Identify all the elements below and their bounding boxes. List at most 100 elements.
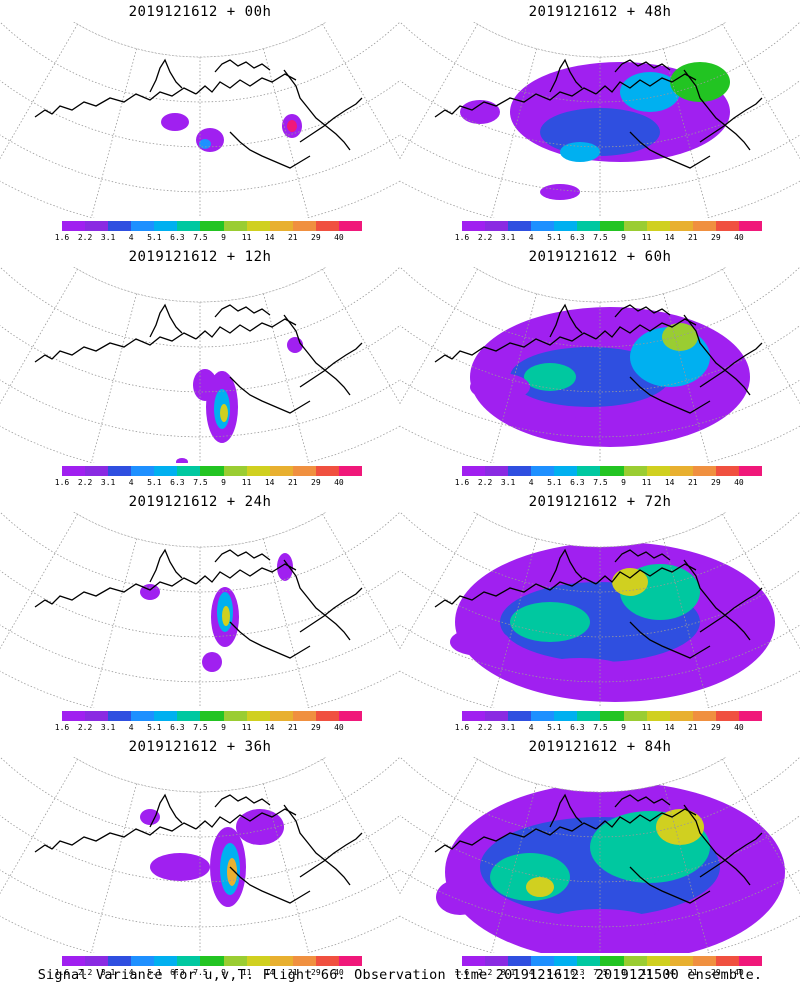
colorbar-swatch: [692, 956, 716, 966]
colorbar-tick-label: 9: [221, 723, 226, 732]
colorbar-tick-label: 2.2: [477, 478, 493, 487]
coastline: [595, 318, 697, 340]
colorbar-swatch: [200, 711, 224, 721]
coastline: [614, 304, 671, 318]
colorbar-swatch: [554, 956, 578, 966]
colorbar-tick-label: 9: [221, 968, 226, 977]
colorbar-tick-label: 29: [311, 723, 321, 732]
colorbar-tick-label: 3.1: [100, 233, 116, 242]
variance-region: [470, 373, 530, 401]
colorbar-tick-label: 11: [641, 478, 652, 487]
panel-title: 2019121612 + 00h: [128, 4, 272, 20]
colorbar-tick-label: 14: [664, 478, 675, 487]
colorbar-tick-label: 14: [264, 723, 275, 732]
variance-region: [524, 363, 576, 391]
colorbar-tick-label: 40: [334, 233, 344, 242]
coastline: [549, 58, 583, 93]
coastline: [595, 563, 697, 585]
colorbar-tick-label: 14: [264, 233, 275, 242]
colorbar-swatch: [508, 466, 532, 476]
colorbar-tick-label: 21: [287, 968, 298, 977]
variance-region: [656, 809, 704, 845]
colorbar: 1.6 2.2 3.1 4 5.1 6.3 7.5 9 11 14 21 29 40: [55, 711, 363, 735]
colorbar-swatch: [85, 956, 109, 966]
variance-region: [220, 404, 228, 422]
colorbar-swatch: [246, 956, 270, 966]
colorbar-tick-label: 11: [641, 723, 652, 732]
colorbar-tick-label: 5.1: [547, 968, 562, 977]
coastline: [699, 832, 763, 878]
colorbar-tick-label: 11: [241, 968, 252, 977]
variance-region: [450, 628, 510, 656]
colorbar-tick-label: 11: [241, 478, 252, 487]
colorbar: 1.6 2.2 3.1 4 5.1 6.3 7.5 9 11 14 21 29 40: [455, 221, 763, 245]
colorbar-swatch: [131, 956, 155, 966]
colorbar-tick-label: 4: [528, 723, 534, 732]
colorbar-tick-label: 1.6: [454, 233, 470, 242]
colorbar-swatch: [85, 711, 109, 721]
colorbar-swatch: [85, 221, 109, 231]
colorbar-swatch: [738, 711, 763, 721]
colorbar-swatch: [600, 711, 624, 721]
colorbar-tick-label: 5.1: [147, 233, 162, 242]
colorbar-swatch: [315, 221, 339, 231]
variance-region: [176, 458, 188, 463]
variance-region: [436, 879, 484, 915]
colorbar-tick-label: 11: [641, 233, 652, 242]
colorbar-tick-label: 5.1: [147, 723, 162, 732]
colorbar-swatch: [154, 466, 178, 476]
colorbar-swatch: [108, 956, 132, 966]
colorbar-swatch: [485, 466, 509, 476]
colorbar-swatch: [85, 466, 109, 476]
colorbar-swatch: [292, 711, 316, 721]
colorbar-tick-label: 29: [711, 478, 721, 487]
colorbar-swatch: [246, 711, 270, 721]
variance-region: [287, 120, 297, 132]
colorbar-tick-label: 4: [128, 233, 134, 242]
colorbar-tick-label: 21: [687, 478, 698, 487]
colorbar-tick-label: 40: [734, 968, 744, 977]
coastline: [699, 342, 763, 388]
colorbar-swatch: [131, 466, 155, 476]
coastline: [614, 794, 671, 808]
colorbar-swatch: [177, 221, 201, 231]
map-panel: 2019121612 + 72h 1.6 2.2 3.1 4 5.1 6.3 7.5 9 11 14…: [400, 490, 800, 735]
variance-region: [662, 323, 698, 351]
colorbar-swatch: [154, 956, 178, 966]
coastline: [229, 376, 311, 414]
colorbar-tick-label: 14: [664, 233, 675, 242]
colorbar-swatch: [292, 221, 316, 231]
panel-title: 2019121612 + 60h: [528, 249, 672, 265]
colorbar: 1.6 2.2 3.1 4 5.1 6.3 7.5 9 11 14 21 29 40: [455, 956, 763, 980]
colorbar-swatch: [531, 956, 555, 966]
panel-title: 2019121612 + 48h: [528, 4, 672, 20]
colorbar-swatch: [623, 956, 647, 966]
colorbar-tick-label: 40: [334, 478, 344, 487]
coastline: [299, 832, 363, 878]
colorbar-swatch: [485, 956, 509, 966]
variance-region: [560, 142, 600, 162]
coastline: [629, 866, 711, 904]
colorbar-swatch: [600, 466, 624, 476]
colorbar-tick-label: 7.5: [193, 478, 208, 487]
colorbar-swatch: [715, 711, 739, 721]
variance-region: [620, 72, 680, 112]
colorbar-swatch: [623, 711, 647, 721]
colorbar-swatch: [508, 956, 532, 966]
colorbar-tick-label: 1.6: [54, 968, 70, 977]
variance-region: [277, 553, 293, 581]
colorbar-tick-label: 9: [621, 723, 626, 732]
map-projection: [400, 757, 800, 953]
colorbar-tick-label: 9: [621, 233, 626, 242]
colorbar-tick-label: 21: [287, 233, 298, 242]
coastline: [34, 87, 197, 118]
colorbar-swatch: [131, 221, 155, 231]
colorbar-tick-label: 7.5: [593, 723, 608, 732]
colorbar-tick-label: 9: [221, 478, 226, 487]
colorbar-tick-label: 40: [734, 723, 744, 732]
map-projection: [400, 22, 800, 218]
colorbar-swatch: [623, 466, 647, 476]
colorbar-swatch: [154, 221, 178, 231]
colorbar-swatch: [177, 956, 201, 966]
map-projection: [0, 22, 400, 218]
